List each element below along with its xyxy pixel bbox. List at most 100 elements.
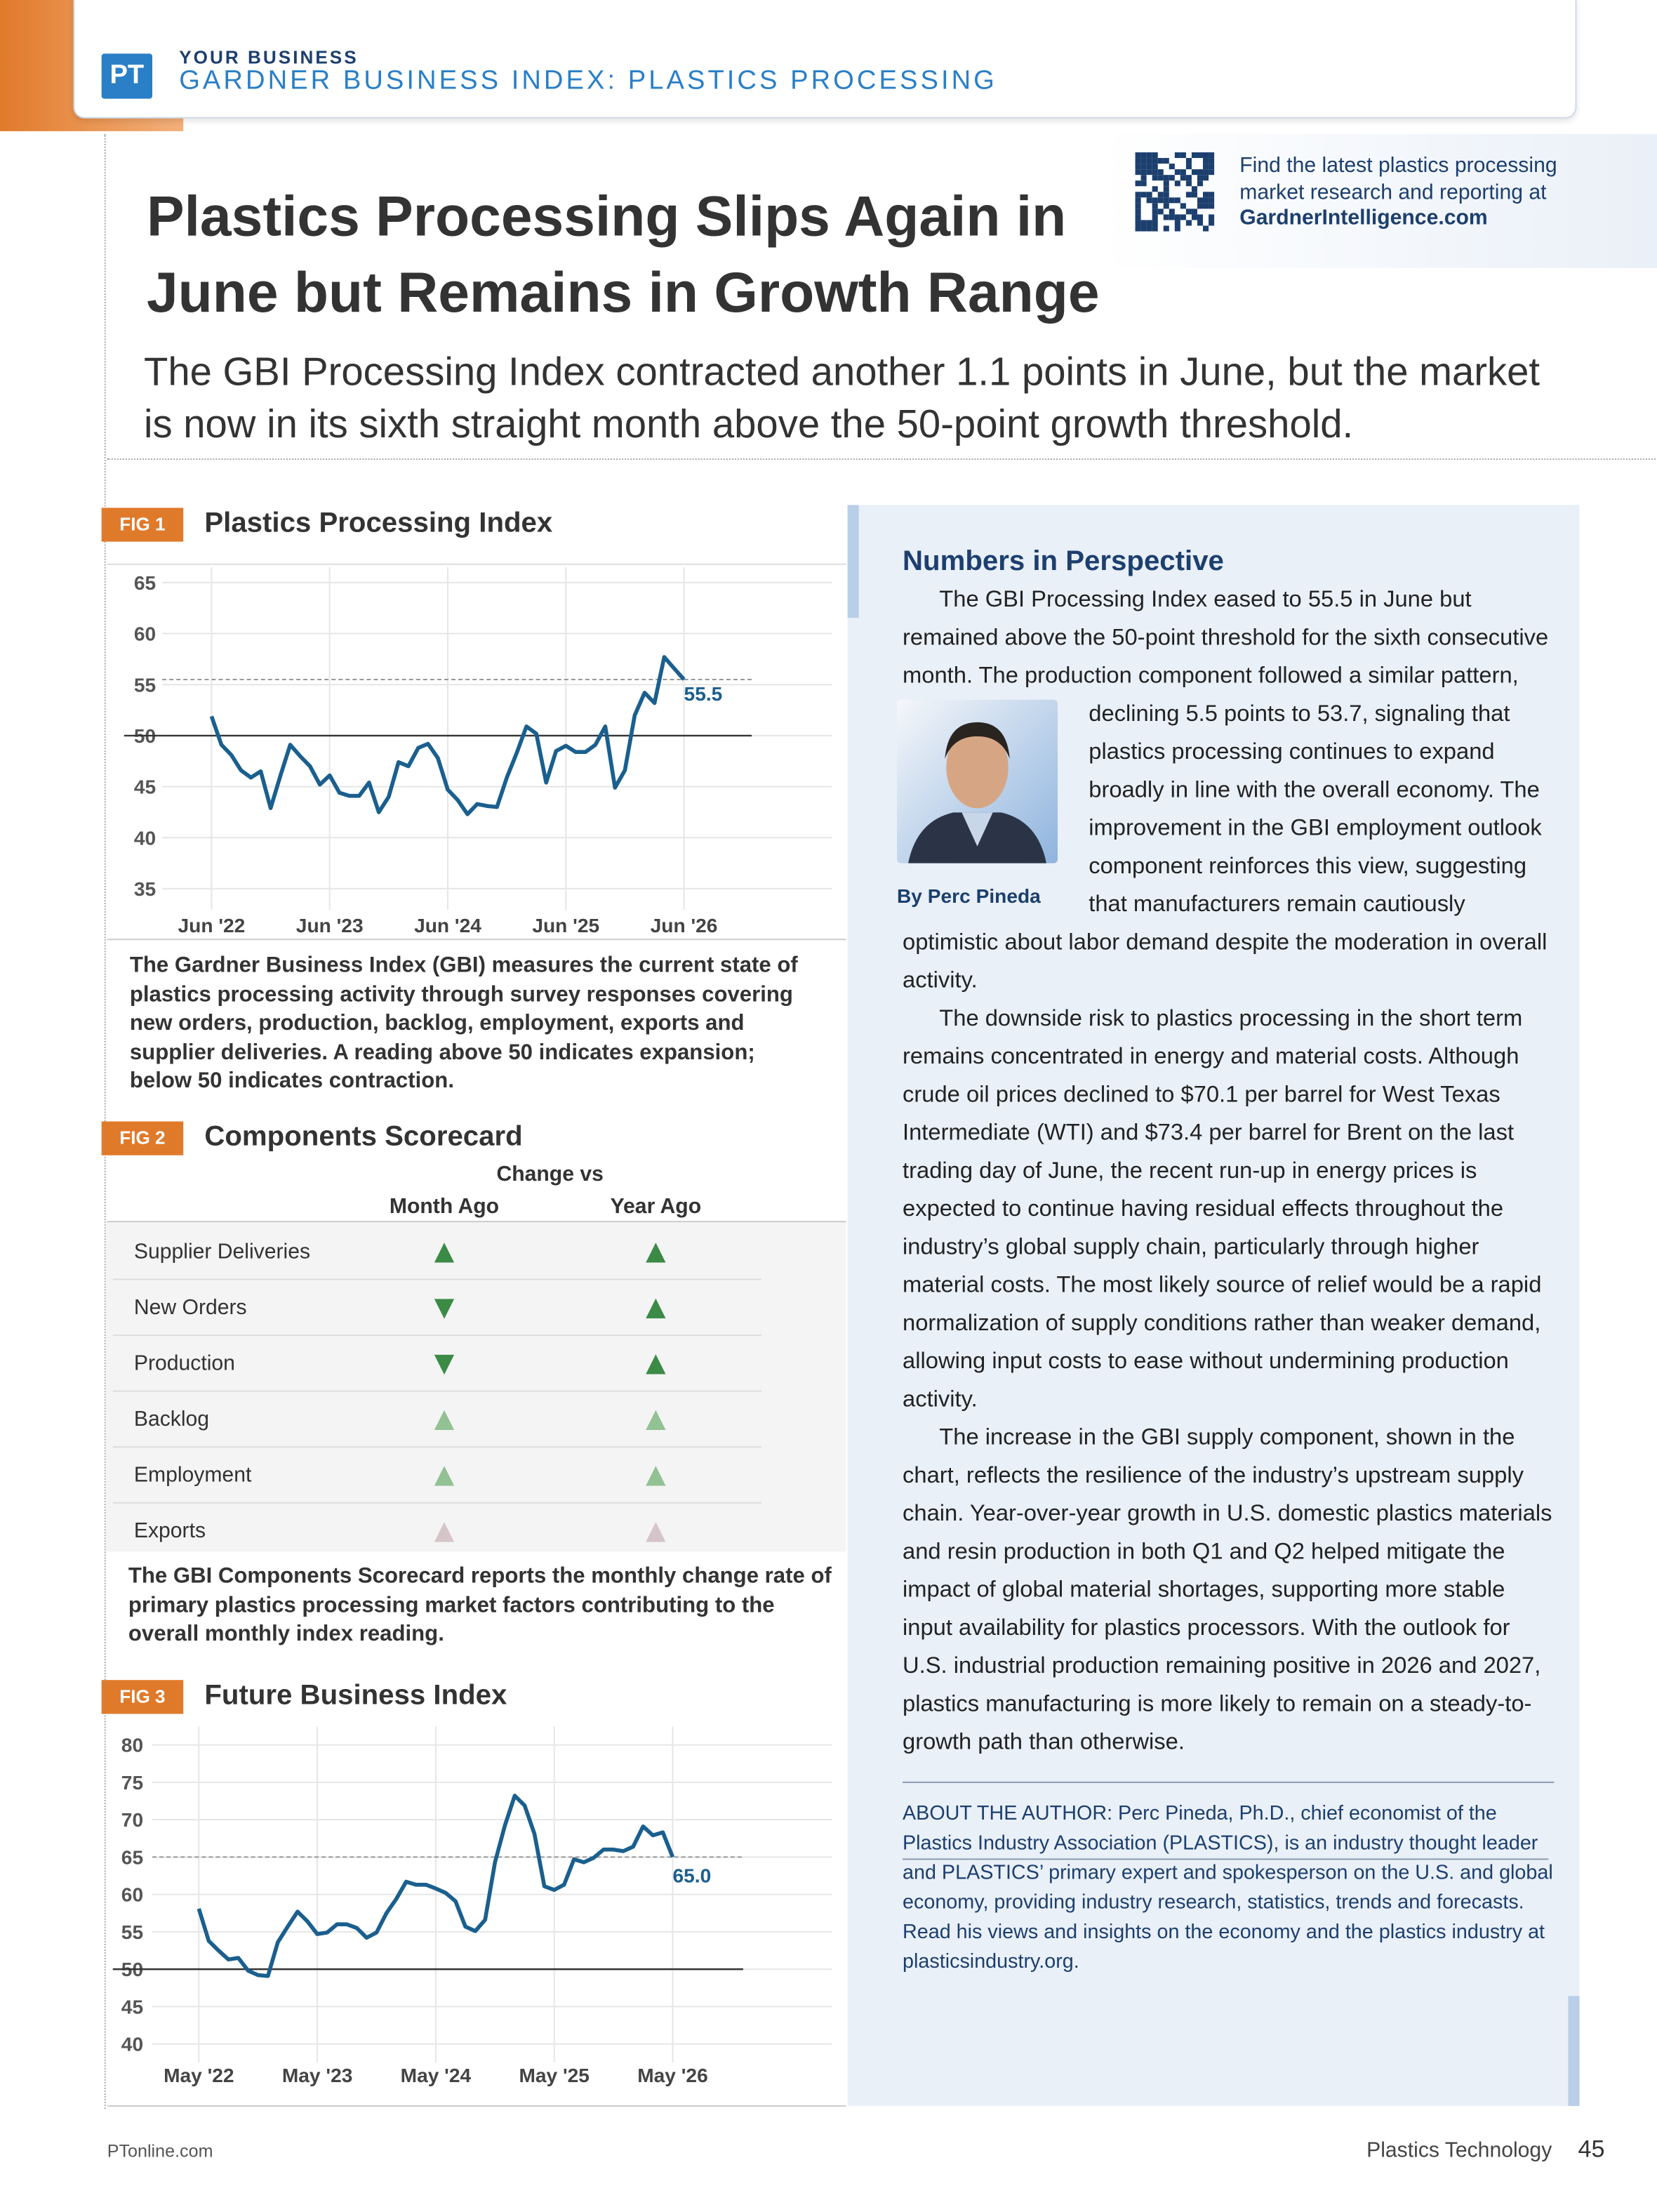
qr-cell: [1163, 225, 1169, 232]
qr-cell: [1203, 225, 1209, 232]
y-tick-label: 60: [134, 623, 156, 645]
qr-cell: [1209, 220, 1215, 226]
indicator: ▼: [427, 1288, 461, 1326]
qr-cell: [1174, 197, 1180, 204]
x-tick-label: May '26: [637, 2065, 708, 2086]
qr-cell: [1157, 192, 1164, 198]
figure-title: Future Business Index: [204, 1680, 507, 1711]
photo-face: [946, 726, 1009, 809]
qr-cell: [1174, 214, 1180, 220]
qr-cell: [1174, 152, 1180, 159]
qr-cell: [1163, 214, 1169, 220]
qr-cell: [1169, 208, 1175, 215]
header-bar: [73, 0, 1577, 119]
qr-cell: [1157, 169, 1164, 175]
qr-cell: [1174, 180, 1180, 187]
qr-cell: [1163, 175, 1169, 181]
promo: Find the latest plastics processing mark…: [1239, 154, 1592, 232]
table-bg: [105, 1221, 846, 1552]
column-header: Year Ago: [611, 1195, 701, 1218]
page-number: 45: [1578, 2135, 1605, 2163]
qr-cell: [1197, 175, 1204, 181]
y-tick-label: 35: [134, 878, 156, 900]
y-tick-label: 60: [121, 1884, 143, 1906]
qr-cell: [1146, 192, 1152, 198]
about-author: ABOUT THE AUTHOR: Perc Pineda, Ph.D., ch…: [903, 1781, 1555, 1978]
qr-cell: [1169, 214, 1175, 220]
qr-cell: [1163, 197, 1169, 204]
qr-cell: [1203, 169, 1209, 175]
paragraph: The downside risk to plastics processing…: [903, 1005, 1542, 1412]
qr-cell: [1140, 175, 1147, 181]
y-tick-label: 65: [134, 572, 156, 594]
qr-cell: [1174, 220, 1180, 226]
qr-cell: [1163, 192, 1169, 198]
indicator: ▲: [427, 1232, 461, 1270]
qr-cell: [1163, 180, 1169, 187]
qr-cell: [1140, 180, 1147, 187]
indicator: ▲: [639, 1232, 673, 1270]
indicator: ▲: [427, 1511, 461, 1549]
promo-text: Find the latest plastics processing mark…: [1239, 154, 1557, 204]
qr-cell: [1185, 192, 1192, 198]
indicator: ▲: [427, 1400, 461, 1438]
qr-cell: [1209, 164, 1215, 170]
promo-link: GardnerIntelligence.com: [1239, 206, 1488, 230]
section-title: GARDNER BUSINESS INDEX: PLASTICS PROCESS…: [179, 66, 997, 96]
x-tick-label: Jun '24: [414, 915, 481, 936]
indicator: ▲: [639, 1288, 673, 1326]
qr-cell: [1146, 225, 1152, 232]
x-tick-label: Jun '26: [651, 915, 718, 936]
figure-title: Plastics Processing Index: [204, 508, 553, 539]
qr-cell: [1152, 214, 1158, 220]
body: The GBI Processing Index eased to 55.5 i…: [903, 581, 1554, 1762]
qr-cell: [1209, 158, 1215, 164]
qr-cell: [1191, 152, 1197, 159]
y-tick-label: 40: [134, 827, 156, 849]
column-header: Month Ago: [390, 1195, 499, 1218]
byline: By Perc Pineda: [896, 884, 1041, 908]
photo-hair: [945, 722, 1010, 760]
qr-cell: [1152, 175, 1158, 181]
figure-tag: FIG 2: [101, 1121, 184, 1155]
qr-cell: [1146, 158, 1152, 164]
qr-cell: [1135, 225, 1141, 232]
qr-cell: [1146, 164, 1152, 170]
y-tick-label: 55: [121, 1921, 143, 1943]
y-tick-label: 70: [121, 1809, 143, 1831]
qr-cell: [1135, 214, 1141, 220]
qr-cell: [1152, 208, 1158, 215]
qr-cell: [1157, 158, 1164, 164]
x-tick-label: May '22: [164, 2065, 234, 2086]
x-tick-label: Jun '23: [296, 915, 364, 936]
indicator: ▲: [427, 1456, 461, 1494]
qr-cell: [1152, 158, 1158, 164]
data-label: 55.5: [684, 683, 723, 705]
rule: [107, 458, 1657, 461]
paragraph: The increase in the GBI supply component…: [903, 1424, 1552, 1755]
indicator: ▲: [639, 1511, 673, 1549]
sidebar: Numbers in Perspective By Perc Pineda Th…: [896, 542, 1555, 1978]
qr-cell: [1140, 169, 1147, 175]
y-tick-label: 55: [134, 674, 156, 696]
qr-cell: [1191, 214, 1197, 220]
qr-cell: [1209, 169, 1215, 175]
qr-cell: [1135, 158, 1141, 164]
qr-cell: [1140, 192, 1147, 198]
photo: [896, 699, 1058, 863]
photo-shirt: [961, 812, 993, 847]
qr-cell: [1209, 192, 1215, 198]
qr-cell: [1191, 169, 1197, 175]
qr-cell: [1152, 225, 1158, 232]
figure-tag: FIG 1: [101, 508, 184, 542]
qr-cell: [1140, 220, 1147, 226]
y-tick-label: 45: [121, 1996, 143, 2018]
qr-cell: [1203, 203, 1209, 209]
qr-cell: [1191, 192, 1197, 198]
qr-cell: [1140, 152, 1147, 159]
row-label: Supplier Deliveries: [134, 1240, 310, 1263]
qr-cell: [1203, 192, 1209, 198]
y-tick-label: 40: [121, 2034, 143, 2055]
footer-publication: Plastics Technology: [1366, 2138, 1552, 2163]
